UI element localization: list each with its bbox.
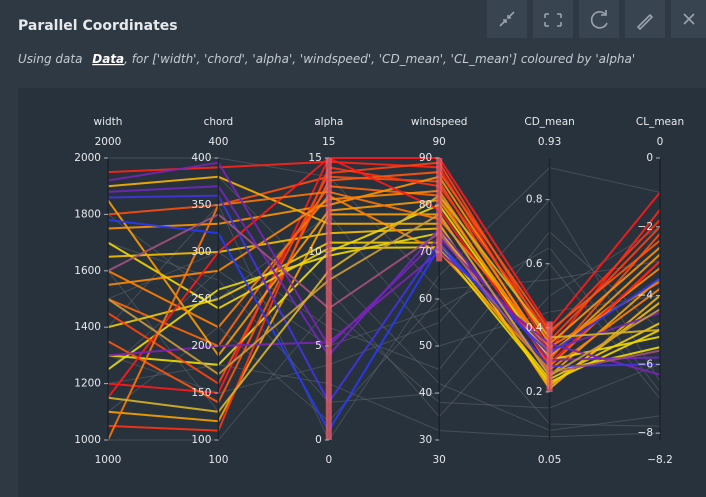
range-min-label: −8.2 xyxy=(647,454,673,466)
brush-range xyxy=(546,321,553,392)
range-min-label: 0 xyxy=(325,454,332,466)
tick-label: 15 xyxy=(308,152,321,164)
data-line xyxy=(107,298,661,427)
data-line xyxy=(107,364,661,438)
plot: width20001000100012001400160018002000cho… xyxy=(74,116,684,466)
range-min-label: 1000 xyxy=(95,454,122,466)
dimension-label: chord xyxy=(204,116,234,128)
data-line xyxy=(107,171,661,404)
tick-label: 1000 xyxy=(74,434,101,446)
data-line xyxy=(107,161,661,386)
tick-label: 0.4 xyxy=(526,322,543,334)
range-max-label: 15 xyxy=(322,136,335,148)
tick-label: 90 xyxy=(419,152,432,164)
tick-label: 0 xyxy=(646,152,653,164)
subtitle-suffix: , for ['width', 'chord', 'alpha', 'winds… xyxy=(124,52,635,66)
subtitle-prefix: Using data xyxy=(18,52,82,66)
tick-label: 200 xyxy=(191,340,211,352)
tick-label: 60 xyxy=(419,293,432,305)
data-line xyxy=(107,219,661,433)
dimension-label: windspeed xyxy=(411,116,468,128)
active-lines xyxy=(107,156,661,441)
range-max-label: 0.93 xyxy=(538,136,561,148)
refresh-icon xyxy=(590,10,608,29)
dimension-label: width xyxy=(94,116,123,128)
refresh-button[interactable] xyxy=(579,0,619,38)
tick-label: 400 xyxy=(191,152,211,164)
tick-label: 10 xyxy=(308,246,321,258)
shrink-button[interactable] xyxy=(487,0,527,38)
tick-label: 100 xyxy=(191,434,211,446)
tick-label: 2000 xyxy=(74,152,101,164)
range-min-label: 30 xyxy=(433,454,446,466)
tick-label: 350 xyxy=(191,199,211,211)
range-max-label: 400 xyxy=(208,136,228,148)
shrink-icon xyxy=(499,11,515,27)
tick-label: 0.6 xyxy=(526,258,543,270)
range-max-label: 2000 xyxy=(95,136,122,148)
data-link[interactable]: Data xyxy=(92,52,124,66)
expand-icon xyxy=(544,13,562,27)
toolbar xyxy=(487,0,706,38)
range-max-label: 90 xyxy=(433,136,446,148)
dimension-label: alpha xyxy=(314,116,343,128)
tick-label: −8 xyxy=(638,427,653,439)
range-max-label: 0 xyxy=(657,136,664,148)
data-line xyxy=(107,247,661,393)
subtitle: Using data Data, for ['width', 'chord', … xyxy=(18,52,635,66)
tick-label: 40 xyxy=(419,387,432,399)
tick-label: 5 xyxy=(315,340,322,352)
data-line xyxy=(108,307,661,441)
data-line xyxy=(107,213,661,347)
tick-label: 300 xyxy=(191,246,211,258)
tick-label: 1400 xyxy=(74,321,101,333)
brush-range xyxy=(436,158,443,262)
chart-area xyxy=(18,88,706,497)
close-icon xyxy=(683,13,695,25)
dimension-label: CD_mean xyxy=(524,116,574,128)
data-line xyxy=(107,250,661,376)
data-line xyxy=(107,230,661,371)
edit-icon xyxy=(636,13,654,31)
data-line xyxy=(107,227,661,387)
tick-label: 250 xyxy=(191,293,211,305)
tick-label: 30 xyxy=(419,434,432,446)
data-line xyxy=(107,156,661,399)
range-min-label: 100 xyxy=(208,454,228,466)
data-line xyxy=(107,185,661,361)
tick-label: 1600 xyxy=(74,265,101,277)
tick-label: 150 xyxy=(191,387,211,399)
tick-label: 1800 xyxy=(74,208,101,220)
data-line xyxy=(107,198,661,394)
tick-label: −6 xyxy=(638,358,654,370)
tick-label: −4 xyxy=(638,290,654,302)
tick-label: 1200 xyxy=(74,378,101,390)
panel-title: Parallel Coordinates xyxy=(18,18,178,34)
tick-label: 0.8 xyxy=(526,194,543,206)
data-line xyxy=(107,194,661,413)
data-line xyxy=(107,270,661,431)
tick-label: 0.2 xyxy=(526,386,543,398)
dimension-label: CL_mean xyxy=(636,116,684,128)
tick-label: 70 xyxy=(419,246,432,258)
brush-range xyxy=(325,158,332,440)
expand-button[interactable] xyxy=(533,0,573,38)
range-min-label: 0.05 xyxy=(538,454,561,466)
tick-label: 0 xyxy=(315,434,322,446)
tick-label: 80 xyxy=(419,199,432,211)
data-line xyxy=(107,213,661,374)
data-line xyxy=(107,213,661,378)
tick-label: 50 xyxy=(419,340,432,352)
tick-label: −2 xyxy=(638,221,653,233)
